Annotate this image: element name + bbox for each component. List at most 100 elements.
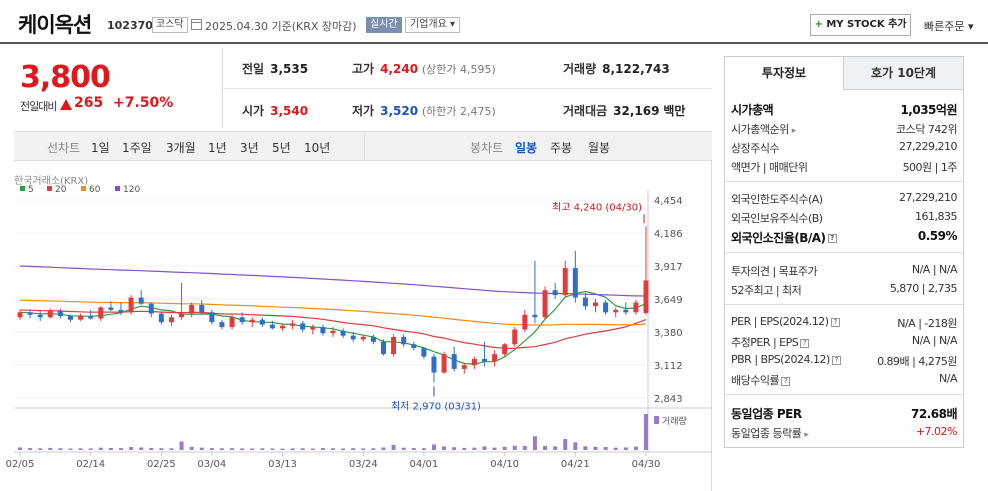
- volume-label: 거래량: [662, 415, 687, 427]
- volume-bar: [401, 447, 406, 450]
- divider: [222, 88, 712, 89]
- investment-panel: [724, 56, 964, 448]
- candle-body: [330, 330, 336, 334]
- candlestick-chart: 한국거래소(KRX) 5 20 60 120 거래량 최고 4,240 (04/30)…: [6, 175, 712, 470]
- volume-bar: [230, 448, 235, 450]
- candle-body: [88, 316, 94, 319]
- divider: [725, 394, 963, 395]
- x-tick-label: 04/01: [409, 459, 438, 470]
- help-icon[interactable]: ?: [827, 234, 837, 243]
- candle-body: [350, 335, 356, 340]
- volume-bar: [502, 446, 507, 450]
- candle-body: [280, 325, 286, 329]
- volume-bar: [320, 448, 325, 450]
- volume-bar: [68, 448, 73, 450]
- candle-monthly[interactable]: 월봉: [588, 141, 611, 155]
- quick-order-dropdown[interactable]: 빠른주문 ▾: [924, 20, 974, 33]
- period-1d[interactable]: 1일: [91, 141, 110, 155]
- add-mystock-button[interactable]: + MY STOCK 추가: [810, 14, 911, 36]
- candle-body: [582, 297, 588, 307]
- tab-investment-info[interactable]: 투자정보: [725, 57, 843, 90]
- candle-body: [320, 327, 326, 334]
- company-overview-dropdown[interactable]: 기업개요 ▾: [405, 17, 460, 33]
- volume-bar: [482, 446, 487, 450]
- candle-body: [512, 329, 518, 345]
- candle-body: [572, 268, 578, 298]
- volume-bar: [532, 436, 537, 450]
- candle-body: [370, 336, 376, 342]
- candle-daily[interactable]: 일봉: [515, 141, 538, 155]
- volume-bar: [512, 445, 517, 450]
- stock-name: 케이옥션: [18, 13, 92, 37]
- period-1y[interactable]: 1년: [208, 141, 227, 155]
- candle-body: [623, 309, 629, 313]
- volume-bar: [260, 448, 265, 450]
- candle-body: [199, 304, 205, 313]
- candle-body: [98, 307, 104, 319]
- volume-bar: [149, 447, 154, 450]
- volume-bar: [613, 447, 618, 450]
- caret-right-icon: ▸: [804, 430, 809, 440]
- candle-body: [128, 297, 134, 313]
- volume-bar: [189, 446, 194, 450]
- period-1w[interactable]: 1주일: [122, 141, 152, 155]
- volume-bar: [18, 447, 22, 450]
- y-tick-label: 4,186: [654, 229, 683, 240]
- candle-body: [441, 354, 447, 373]
- volume-bar: [88, 448, 93, 450]
- realtime-button[interactable]: 실시간: [366, 17, 402, 33]
- x-tick-label: 04/21: [561, 459, 590, 470]
- low-annotation: 최저 2,970 (03/31): [391, 400, 481, 412]
- candle-body: [643, 280, 649, 313]
- candle-body: [57, 311, 63, 317]
- volume-bar: [159, 448, 164, 450]
- period-10y[interactable]: 10년: [304, 141, 331, 155]
- date-text: 2025.04.30 기준(KRX 장마감): [205, 20, 357, 33]
- volume-legend-swatch: [654, 416, 659, 424]
- volume-bar: [522, 445, 527, 450]
- tab-hoga-10[interactable]: 호가 10단계: [843, 57, 963, 90]
- candle-body: [481, 359, 487, 362]
- y-tick-label: 4,454: [654, 196, 683, 207]
- candle-body: [593, 302, 599, 307]
- candle-weekly[interactable]: 주봉: [550, 141, 573, 155]
- candle-body: [168, 317, 174, 323]
- candle-body: [138, 297, 144, 304]
- chart-frame: [14, 161, 712, 491]
- x-tick-label: 03/24: [349, 459, 378, 470]
- volume-bar: [462, 447, 467, 450]
- period-3y[interactable]: 3년: [240, 141, 259, 155]
- volume-bar: [48, 447, 53, 450]
- volume-bar: [139, 447, 144, 450]
- y-tick-label: 3,917: [654, 262, 683, 273]
- help-icon[interactable]: ?: [831, 355, 841, 365]
- candle-body: [613, 309, 619, 313]
- period-3m[interactable]: 3개월: [166, 141, 196, 155]
- help-icon[interactable]: ?: [781, 376, 791, 386]
- divider: [725, 304, 963, 305]
- line-chart-label: 선차트: [47, 141, 81, 155]
- candle-body: [542, 290, 548, 318]
- market-badge: 코스닥: [152, 17, 188, 33]
- y-tick-label: 3,112: [654, 361, 683, 372]
- volume-bar: [341, 448, 346, 450]
- prev-compare-label: 전일대비: [20, 100, 57, 113]
- volume-bar: [270, 448, 275, 450]
- quote-volume: 거래량 8,122,743: [563, 62, 670, 76]
- volume-bar: [623, 447, 628, 450]
- ma-legend-label: 5: [28, 185, 34, 195]
- x-tick-label: 02/14: [76, 459, 105, 470]
- candle-body: [461, 365, 467, 369]
- volume-bar: [543, 445, 548, 450]
- volume-bar: [492, 447, 497, 450]
- period-5y[interactable]: 5년: [272, 141, 291, 155]
- candle-body: [229, 317, 235, 328]
- candle-body: [522, 314, 528, 330]
- volume-bar: [442, 446, 447, 450]
- ma-legend-label: 20: [55, 185, 67, 195]
- volume-bar: [219, 448, 224, 450]
- volume-bar: [199, 447, 204, 450]
- x-tick-label: 04/10: [490, 459, 519, 470]
- help-icon[interactable]: ?: [830, 317, 840, 327]
- help-icon[interactable]: ?: [800, 338, 810, 348]
